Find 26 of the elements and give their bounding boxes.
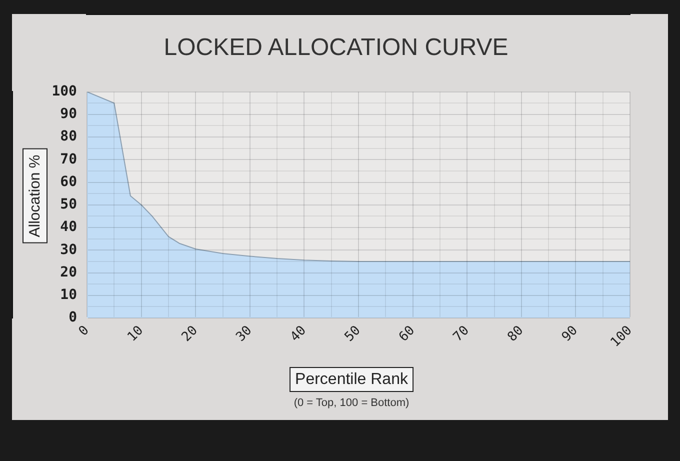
y-tick-label: 80: [60, 128, 77, 145]
x-tick-label: 10: [124, 323, 147, 345]
y-tick-label: 0: [68, 310, 77, 326]
y-tick-label: 10: [60, 287, 77, 304]
x-tick-label: 60: [396, 323, 418, 345]
y-tick-label: 50: [60, 196, 77, 213]
y-axis-title: Allocation %: [22, 148, 47, 244]
x-axis-title: Percentile Rank: [289, 367, 414, 392]
y-tick-label: 60: [60, 174, 77, 190]
y-tick-label: 70: [60, 151, 77, 168]
y-tick-label: 20: [60, 264, 77, 280]
text: (0 = Top, 100 = Bottom): [294, 397, 410, 409]
y-tick-label: 100: [52, 83, 77, 100]
x-tick-label: 40: [288, 323, 310, 345]
x-tick-label: 20: [179, 323, 201, 345]
x-tick-label: 30: [233, 323, 256, 345]
y-tick-label: 30: [60, 242, 77, 258]
x-tick-label: 80: [504, 323, 527, 345]
chart-title: LOCKED ALLOCATION CURVE: [164, 34, 508, 62]
y-tick-label: 40: [60, 219, 77, 236]
x-tick-label: 0: [76, 323, 92, 340]
x-tick-label: 70: [450, 323, 472, 345]
x-tick-label: 50: [342, 323, 364, 345]
y-tick-label: 90: [60, 106, 77, 122]
x-tick-label: 90: [559, 323, 581, 345]
x-tick-label: 100: [608, 323, 636, 350]
